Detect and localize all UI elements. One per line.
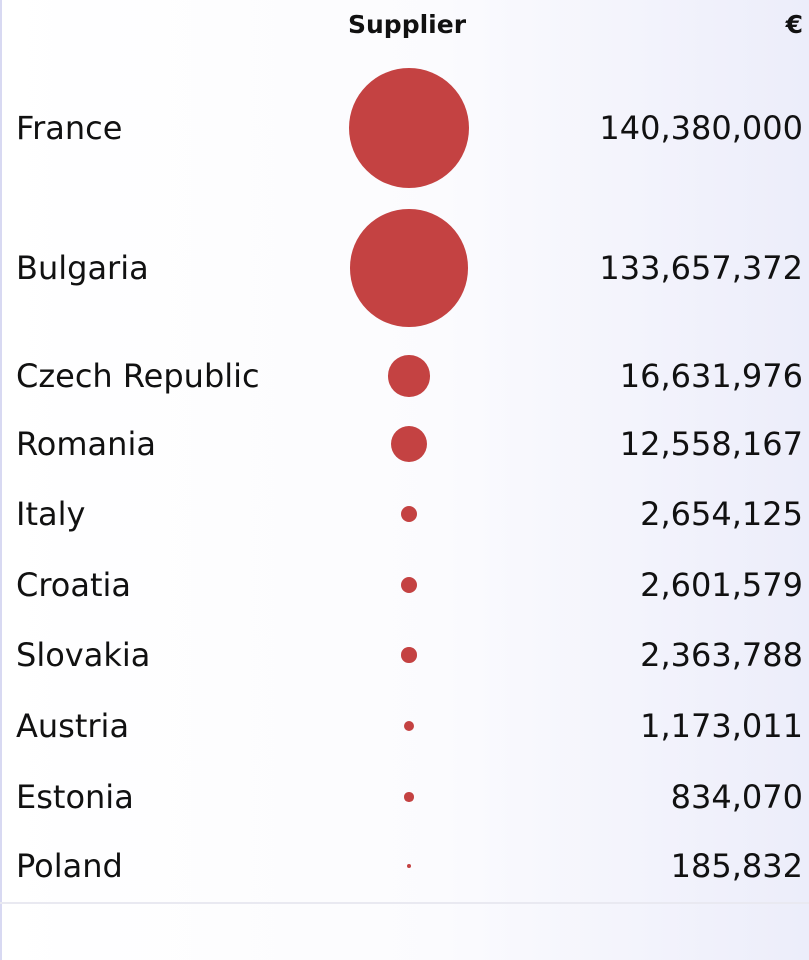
amount-value: 133,657,372 bbox=[599, 249, 803, 287]
supplier-bubble bbox=[404, 792, 414, 802]
supplier-bubble bbox=[349, 68, 469, 188]
table-row: Bulgaria 133,657,372 bbox=[0, 248, 809, 288]
table-header: Supplier € bbox=[0, 0, 809, 56]
amount-value: 2,654,125 bbox=[640, 495, 803, 533]
country-label: Bulgaria bbox=[16, 249, 149, 287]
table-row: Czech Republic 16,631,976 bbox=[0, 356, 809, 396]
supplier-column-header: Supplier bbox=[348, 10, 467, 39]
supplier-bubble bbox=[350, 209, 468, 327]
table-row: France 140,380,000 bbox=[0, 108, 809, 148]
amount-value: 2,601,579 bbox=[640, 566, 803, 604]
amount-value: 185,832 bbox=[670, 847, 803, 885]
country-label: Slovakia bbox=[16, 636, 151, 674]
table-row: Estonia 834,070 bbox=[0, 777, 809, 817]
supplier-bubble bbox=[403, 720, 415, 732]
table-row: Austria 1,173,011 bbox=[0, 706, 809, 746]
euro-column-header: € bbox=[785, 10, 803, 39]
table-row: Romania 12,558,167 bbox=[0, 424, 809, 464]
supplier-bubble bbox=[391, 426, 427, 462]
country-label: Poland bbox=[16, 847, 123, 885]
country-label: Austria bbox=[16, 707, 130, 745]
table-bottom-divider bbox=[0, 902, 809, 904]
supplier-bubble bbox=[400, 505, 418, 523]
table-row: Poland 185,832 bbox=[0, 846, 809, 886]
table-row: Italy 2,654,125 bbox=[0, 494, 809, 534]
table-row: Slovakia 2,363,788 bbox=[0, 635, 809, 675]
amount-value: 12,558,167 bbox=[619, 425, 803, 463]
table-row: Croatia 2,601,579 bbox=[0, 565, 809, 605]
supplier-bubble bbox=[401, 647, 417, 663]
country-label: France bbox=[16, 109, 123, 147]
amount-value: 140,380,000 bbox=[599, 109, 803, 147]
country-label: Romania bbox=[16, 425, 156, 463]
country-label: Czech Republic bbox=[16, 357, 260, 395]
country-label: Italy bbox=[16, 495, 86, 533]
country-label: Croatia bbox=[16, 566, 132, 604]
amount-value: 2,363,788 bbox=[640, 636, 803, 674]
left-edge-line bbox=[0, 0, 2, 960]
amount-value: 834,070 bbox=[670, 778, 803, 816]
supplier-bubble bbox=[406, 863, 412, 869]
supplier-bubble bbox=[400, 576, 418, 594]
amount-value: 16,631,976 bbox=[619, 357, 803, 395]
supplier-bubble bbox=[388, 355, 430, 397]
amount-value: 1,173,011 bbox=[640, 707, 803, 745]
country-label: Estonia bbox=[16, 778, 134, 816]
